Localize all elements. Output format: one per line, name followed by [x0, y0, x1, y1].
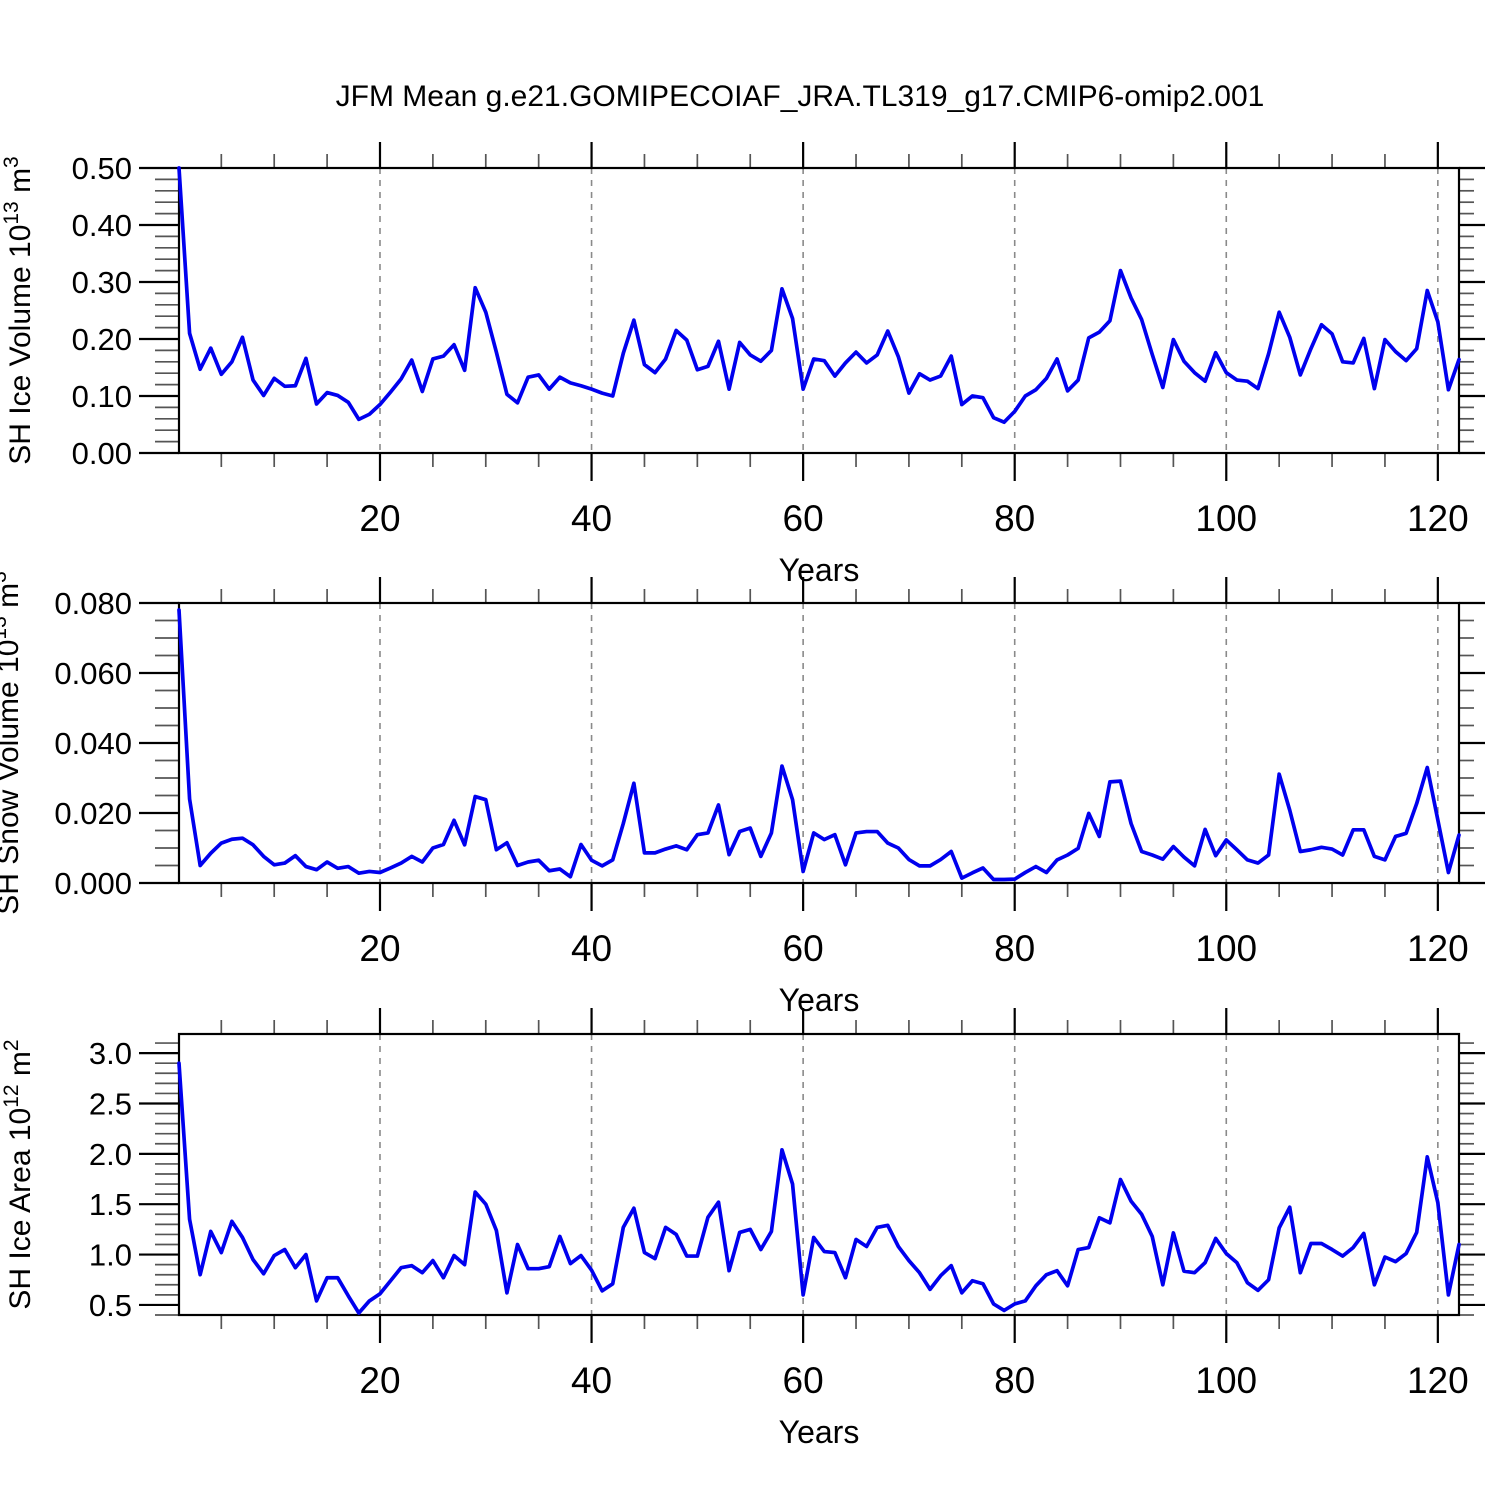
x-tick-label: 20 [359, 928, 400, 969]
y-tick-label: 0.060 [54, 656, 132, 691]
y-tick-label: 2.5 [89, 1086, 132, 1121]
axis-ticks [139, 577, 1485, 911]
superscript: 13 [0, 201, 23, 224]
plot-frame [177, 166, 1461, 455]
x-tick-label: 100 [1195, 1360, 1257, 1401]
axis-ticks [139, 142, 1485, 481]
x-tick-label: 80 [994, 928, 1035, 969]
x-tick-label: 20 [359, 498, 400, 539]
x-tick-label: 40 [571, 498, 612, 539]
superscript: 3 [0, 156, 23, 168]
y-tick-label: 0.5 [89, 1288, 132, 1323]
data-line-sh-ice-area [177, 1061, 1461, 1315]
superscript: 12 [0, 1084, 23, 1107]
x-axis-title: Years [779, 982, 860, 1018]
x-axis-title: Years [779, 1414, 860, 1450]
axis-ticks [139, 1008, 1485, 1343]
y-axis-tick-labels: 0.000 0.020 0.040 0.060 0.080 [54, 586, 132, 901]
x-tick-label: 40 [571, 928, 612, 969]
data-line-sh-ice-volume [177, 166, 1461, 425]
superscript: 2 [0, 1039, 23, 1051]
x-axis-tick-labels: 20 40 60 80 100 120 [359, 1360, 1468, 1401]
x-tick-label: 60 [783, 498, 824, 539]
gridlines [379, 603, 1439, 883]
y-axis-tick-labels: 0.5 1.0 1.5 2.0 2.5 3.0 [89, 1036, 132, 1323]
y-tick-label: 1.0 [89, 1238, 132, 1273]
y-tick-label: 0.080 [54, 586, 132, 621]
y-tick-label: 0.10 [72, 379, 132, 414]
y-axis-title: SH Ice Area 1012​ m2​ [0, 1039, 37, 1309]
x-tick-label: 120 [1407, 928, 1469, 969]
y-axis-tick-labels: 0.00 0.10 0.20 0.30 0.40 0.50 [72, 151, 132, 471]
x-tick-label: 100 [1195, 498, 1257, 539]
y-tick-label: 3.0 [89, 1036, 132, 1071]
x-tick-label: 40 [571, 1360, 612, 1401]
y-tick-label: 0.20 [72, 322, 132, 357]
x-axis-tick-labels: 20 40 60 80 100 120 [359, 498, 1468, 539]
y-tick-label: 1.5 [89, 1187, 132, 1222]
x-tick-label: 20 [359, 1360, 400, 1401]
y-axis-title: SH Ice Volume 1013​ m3​ [0, 156, 37, 465]
y-tick-label: 0.00 [72, 436, 132, 471]
y-tick-label: 0.30 [72, 265, 132, 300]
y-tick-label: 2.0 [89, 1137, 132, 1172]
x-tick-label: 80 [994, 1360, 1035, 1401]
y-axis-title: SH Snow Volume 1013​ m3​ [0, 571, 25, 915]
x-tick-label: 120 [1407, 498, 1469, 539]
x-tick-label: 60 [783, 1360, 824, 1401]
x-tick-label: 120 [1407, 1360, 1469, 1401]
y-tick-label: 0.000 [54, 866, 132, 901]
panel-sh-ice-area: 0.5 1.0 1.5 2.0 2.5 3.0 20 40 60 80 100 120 Years SH … [0, 1008, 1485, 1450]
x-tick-label: 100 [1195, 928, 1257, 969]
y-tick-label: 0.40 [72, 208, 132, 243]
superscript: 13 [0, 616, 11, 639]
y-tick-label: 0.020 [54, 796, 132, 831]
chart-title: JFM Mean g.e21.GOMIPECOIAF_JRA.TL319_g17… [335, 80, 1265, 113]
x-axis-tick-labels: 20 40 60 80 100 120 [359, 928, 1468, 969]
plot-frame [177, 601, 1461, 885]
superscript: 3 [0, 571, 11, 583]
panel-sh-snow-volume: 0.000 0.020 0.040 0.060 0.080 20 40 60 80 100 120 Y… [0, 571, 1485, 1018]
plot-frame [177, 1032, 1461, 1317]
data-line-sh-snow-volume [177, 608, 1461, 882]
gridlines [379, 1034, 1439, 1315]
y-tick-label: 0.040 [54, 726, 132, 761]
x-tick-label: 80 [994, 498, 1035, 539]
x-tick-label: 60 [783, 928, 824, 969]
y-tick-label: 0.50 [72, 151, 132, 186]
x-axis-title: Years [779, 552, 860, 588]
panel-sh-ice-volume: 0.00 0.10 0.20 0.30 0.40 0.50 20 40 60 80 100 120 Ye… [0, 142, 1485, 588]
